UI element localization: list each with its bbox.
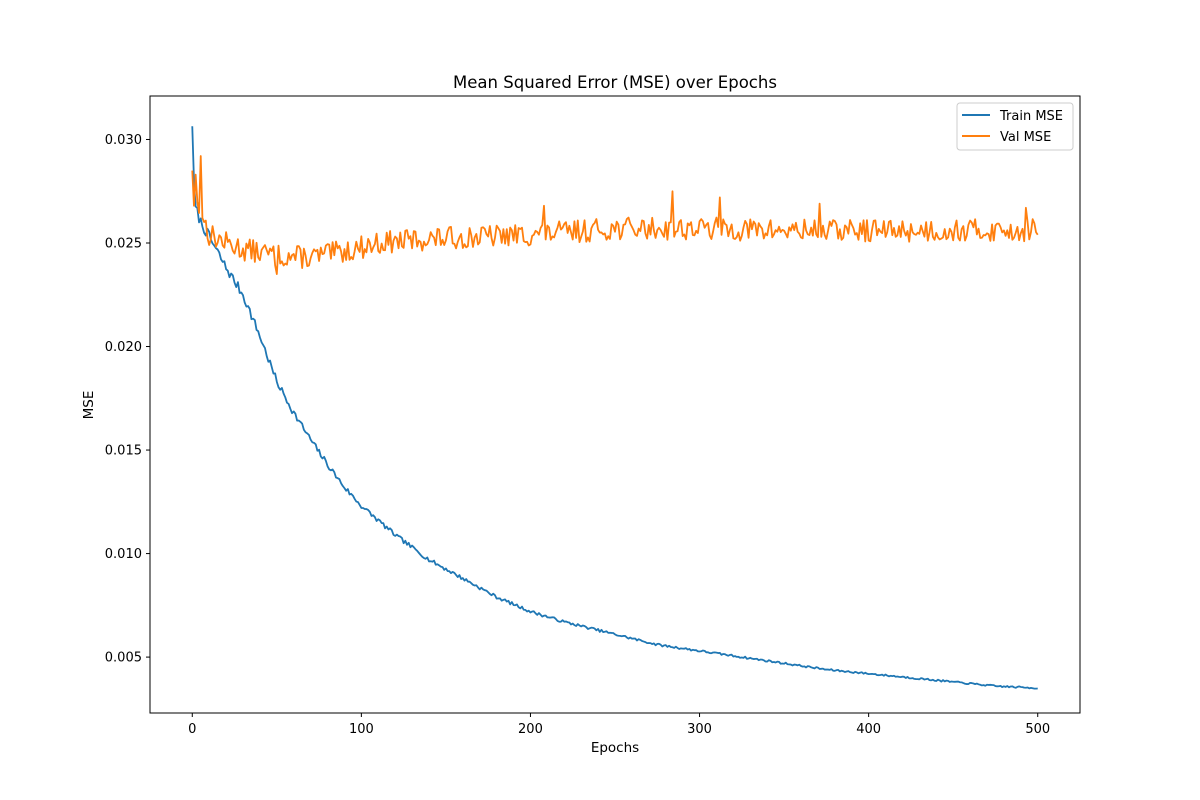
x-tick-label: 500 <box>1025 722 1050 737</box>
plot-area <box>191 126 1039 690</box>
legend-label-train: Train MSE <box>999 109 1063 124</box>
train-mse-line <box>191 126 1038 690</box>
axes-frame <box>149 95 1081 714</box>
val-mse-line <box>191 155 1039 275</box>
x-tick-label: 0 <box>188 722 196 737</box>
legend-label-val: Val MSE <box>1000 130 1051 145</box>
y-tick-label: 0.025 <box>105 237 142 252</box>
legend: Train MSE Val MSE <box>956 102 1074 151</box>
y-tick-label: 0.005 <box>105 651 142 666</box>
y-axis-label: MSE <box>81 391 97 420</box>
x-tick-label: 400 <box>856 722 881 737</box>
x-axis-label: Epochs <box>591 740 639 756</box>
y-tick-label: 0.030 <box>105 133 142 148</box>
y-tick-label: 0.020 <box>105 340 142 355</box>
chart-title: Mean Squared Error (MSE) over Epochs <box>453 73 777 92</box>
x-tick-label: 200 <box>518 722 543 737</box>
x-axis: 0 100 200 300 400 500 <box>188 713 1050 737</box>
x-tick-label: 100 <box>349 722 374 737</box>
y-tick-label: 0.015 <box>105 444 142 459</box>
series-layer <box>191 126 1039 690</box>
y-axis: 0.005 0.010 0.015 0.020 0.025 0.030 <box>105 133 150 666</box>
x-tick-label: 300 <box>687 722 712 737</box>
y-tick-label: 0.010 <box>105 547 142 562</box>
